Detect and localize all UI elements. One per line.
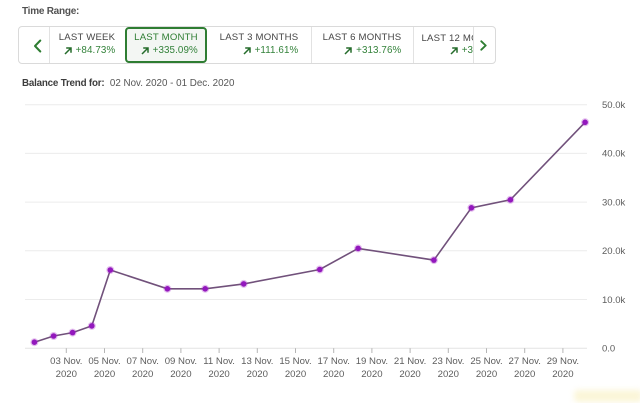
svg-text:17 Nov.: 17 Nov. [318, 356, 350, 367]
svg-text:2020: 2020 [56, 369, 77, 380]
svg-text:25 Nov.: 25 Nov. [470, 356, 502, 367]
svg-text:27 Nov.: 27 Nov. [509, 356, 541, 367]
svg-text:2020: 2020 [361, 369, 382, 380]
svg-text:2020: 2020 [438, 369, 459, 380]
svg-text:2020: 2020 [132, 369, 153, 380]
svg-text:2020: 2020 [208, 369, 229, 380]
svg-text:50.0k: 50.0k [602, 100, 625, 111]
svg-text:05 Nov.: 05 Nov. [88, 356, 120, 367]
svg-text:11 Nov.: 11 Nov. [203, 356, 235, 367]
svg-text:13 Nov.: 13 Nov. [241, 356, 273, 367]
svg-text:2020: 2020 [476, 369, 497, 380]
svg-text:2020: 2020 [247, 369, 268, 380]
svg-text:2020: 2020 [94, 369, 115, 380]
svg-text:0.0: 0.0 [602, 344, 615, 355]
svg-text:15 Nov.: 15 Nov. [279, 356, 311, 367]
svg-text:2020: 2020 [285, 369, 306, 380]
svg-text:2020: 2020 [323, 369, 344, 380]
svg-text:2020: 2020 [399, 369, 420, 380]
svg-text:09 Nov.: 09 Nov. [165, 356, 197, 367]
svg-text:21 Nov.: 21 Nov. [394, 356, 426, 367]
svg-text:23 Nov.: 23 Nov. [432, 356, 464, 367]
svg-text:2020: 2020 [552, 369, 573, 380]
svg-text:30.0k: 30.0k [602, 197, 625, 208]
svg-text:29 Nov.: 29 Nov. [547, 356, 579, 367]
svg-text:40.0k: 40.0k [602, 149, 625, 160]
svg-text:10.0k: 10.0k [602, 295, 625, 306]
svg-text:03 Nov.: 03 Nov. [50, 356, 82, 367]
svg-text:2020: 2020 [514, 369, 535, 380]
svg-text:2020: 2020 [170, 369, 191, 380]
svg-text:19 Nov.: 19 Nov. [356, 356, 388, 367]
svg-text:20.0k: 20.0k [602, 246, 625, 257]
svg-text:07 Nov.: 07 Nov. [127, 356, 159, 367]
